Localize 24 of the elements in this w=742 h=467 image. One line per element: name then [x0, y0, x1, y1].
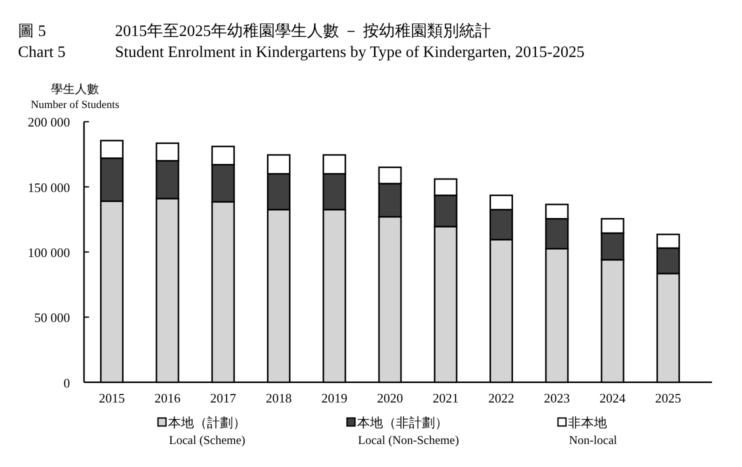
x-tick-label: 2025 [655, 390, 682, 406]
y-tick-label: 0 [64, 375, 70, 390]
y-tick-label: 100 000 [28, 245, 70, 260]
x-tick-label: 2018 [266, 390, 292, 406]
x-tick-label: 2015 [98, 390, 125, 406]
y-tick-label: 50 000 [34, 310, 70, 326]
chart-subtitle: Student Enrolment in Kindergartens by Type of Kindergarten, 2015-2025 [115, 44, 584, 61]
x-tick-label: 2019 [321, 390, 348, 406]
chart-title: 2015年至2025年幼稚園學生人數 － 按幼稚園類別統計 [115, 22, 491, 40]
legend-label: 本地（計劃） Local (Scheme) [168, 415, 246, 447]
legend-label: 本地（非計劃） Local (Non-Scheme) [357, 415, 459, 447]
x-tick-label: 2023 [544, 390, 570, 406]
y-axis-title: 學生人數 Number of Students [30, 82, 120, 111]
x-tick-label: 2017 [210, 390, 237, 406]
x-tick-label: 2016 [154, 390, 181, 406]
x-tick-label: 2020 [377, 390, 403, 406]
y-tick-label: 150 000 [28, 180, 70, 195]
caption: Chart 5 [18, 44, 66, 61]
y-tick-label: 200 000 [28, 114, 70, 130]
x-tick-label: 2024 [600, 390, 626, 406]
legend-label: 非本地 Non-local [568, 415, 618, 447]
x-tick-label: 2022 [488, 390, 514, 406]
caption: 圖 5 [18, 23, 46, 40]
x-tick-label: 2021 [432, 390, 459, 406]
